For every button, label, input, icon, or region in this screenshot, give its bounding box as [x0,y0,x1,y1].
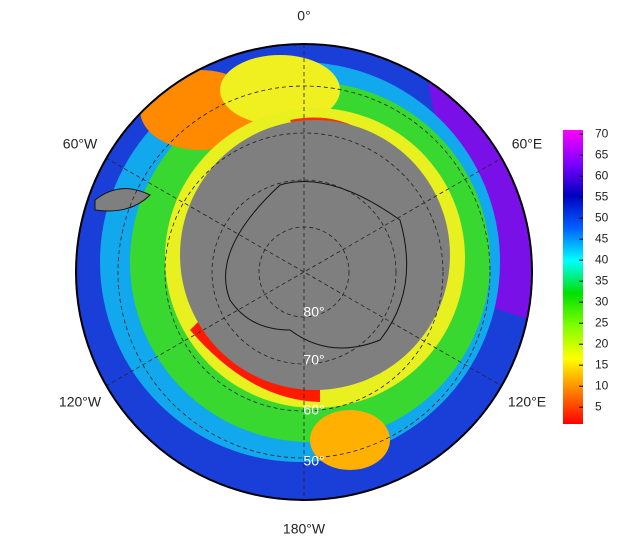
colorbar-tick-label: 10 [595,378,609,392]
colorbar-tick-label: 20 [595,336,609,350]
colorbar-tick-label: 5 [595,399,602,413]
longitude-label: 60°E [512,136,543,152]
longitude-label: 0° [297,8,310,24]
data-field [76,44,532,500]
colorbar-tick-label: 40 [595,252,609,266]
latitude-label: 70° [303,352,324,368]
colorbar-tick-label: 65 [595,147,609,161]
colorbar-scale [563,130,583,424]
colorbar-tick-label: 45 [595,231,609,245]
latitude-label: 80° [303,304,324,320]
longitude-label: 120°E [508,394,546,410]
colorbar-tick-label: 30 [595,294,609,308]
colorbar-tick-label: 70 [595,126,609,140]
longitude-label: 60°W [63,136,98,152]
colorbar-tick-label: 35 [595,273,609,287]
colorbar-tick-label: 60 [595,168,609,182]
colorbar-tick-label: 50 [595,210,609,224]
latitude-label: 50° [303,453,324,469]
colorbar: 5 10 15 20 25 30 35 40 45 50 55 60 65 70 [563,126,609,424]
colorbar-tick-label: 15 [595,357,609,371]
longitude-label: 180°W [283,521,326,537]
latitude-label: 60° [303,402,324,418]
graticule [75,43,533,501]
latitude-labels: 80° 70° 60° 50° [303,304,324,469]
colorbar-tick-label: 55 [595,189,609,203]
colorbar-tick-label: 25 [595,315,609,329]
longitude-labels: 0° 60°E 120°E 180°W 120°W 60°W [59,8,546,537]
longitude-label: 120°W [59,394,102,410]
